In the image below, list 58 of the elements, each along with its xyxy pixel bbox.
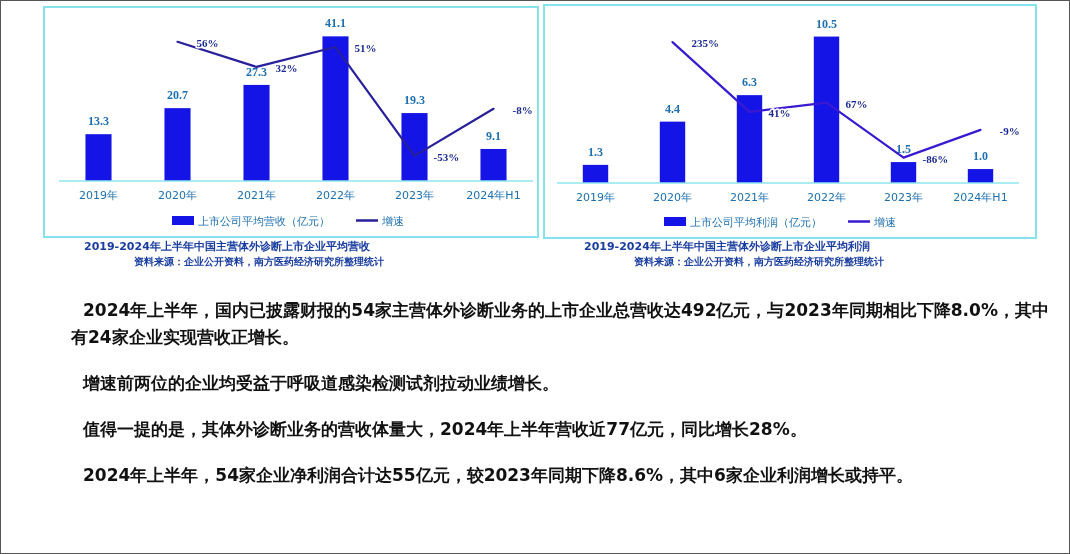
data-label: 9.1 xyxy=(486,128,501,143)
data-label: 6.3 xyxy=(742,75,757,90)
data-label: 20.7 xyxy=(167,88,188,103)
bar xyxy=(890,162,917,183)
data-label: 51% xyxy=(354,42,377,55)
data-label: 19.3 xyxy=(404,93,425,108)
bar xyxy=(967,169,994,183)
data-label: -53% xyxy=(433,150,460,163)
x-tick-label: 2024年H1 xyxy=(466,189,521,202)
data-label: 235% xyxy=(691,37,719,50)
bar xyxy=(480,148,507,181)
text: 资料来源：企业公开资料，南方医药经济研究所整理统计 xyxy=(633,255,885,268)
data-label: 1.0 xyxy=(973,149,988,164)
data-label: 56% xyxy=(196,36,219,49)
text: 2024年上半年，54家企业净利润合计达55亿元，较2023年同期下降8.6%，其中6家企业利润增长或持平。 xyxy=(82,464,914,487)
legend-label: 增速 xyxy=(873,216,896,229)
x-tick-label: 2023年 xyxy=(395,189,434,202)
bar xyxy=(322,36,349,181)
data-label: 41.1 xyxy=(325,16,346,31)
bar xyxy=(659,121,686,183)
x-tick-label: 2022年 xyxy=(316,189,355,202)
x-tick-label: 2023年 xyxy=(884,191,923,204)
x-tick-label: 2020年 xyxy=(653,191,692,204)
x-tick-label: 2022年 xyxy=(807,191,846,204)
bar xyxy=(401,113,428,181)
text: 增速前两位的企业均受益于呼吸道感染检测试剂拉动业绩增长。 xyxy=(81,372,560,395)
text: 2024年上半年，国内已披露财报的54家主营体外诊断业务的上市企业总营收达492亿元，与2023年同期相比下降8.0%，其中有24家企业实现营收正增长。 xyxy=(71,299,1050,349)
data-label: 27.3 xyxy=(246,64,267,79)
data-label: -9% xyxy=(999,124,1020,137)
bar xyxy=(582,164,609,183)
text: 2019-2024年上半年中国主营体外诊断上市企业平均利润 xyxy=(584,240,871,253)
data-label: 41% xyxy=(768,106,791,119)
text: 值得一提的是，其体外诊断业务的营收体量大，2024年上半年营收近77亿元，同比增长28%。 xyxy=(82,418,808,441)
data-label: -8% xyxy=(512,103,533,116)
bar xyxy=(85,134,112,181)
data-label: 10.5 xyxy=(816,16,837,31)
data-label: 32% xyxy=(275,61,298,74)
data-label: -86% xyxy=(922,152,949,165)
x-tick-label: 2019年 xyxy=(79,189,118,202)
text: 资料来源：企业公开资料，南方医药经济研究所整理统计 xyxy=(133,255,385,268)
legend-label: 上市公司平均利润（亿元） xyxy=(690,216,822,229)
data-label: 1.3 xyxy=(588,144,603,159)
data-label: 1.5 xyxy=(896,142,911,157)
bar xyxy=(164,108,191,181)
bar xyxy=(736,95,763,183)
x-tick-label: 2021年 xyxy=(237,189,276,202)
data-label: 4.4 xyxy=(665,101,680,116)
legend-label: 增速 xyxy=(381,215,404,228)
x-tick-label: 2019年 xyxy=(576,191,615,204)
x-tick-label: 2024年H1 xyxy=(953,191,1008,204)
text: 2019-2024年上半年中国主营体外诊断上市企业平均营收 xyxy=(84,240,371,253)
data-label: 13.3 xyxy=(88,114,109,129)
bar xyxy=(243,84,270,181)
legend-label: 上市公司平均营收（亿元） xyxy=(198,215,330,228)
bar xyxy=(813,36,840,183)
data-label: 67% xyxy=(845,97,868,110)
x-tick-label: 2021年 xyxy=(730,191,769,204)
x-tick-label: 2020年 xyxy=(158,189,197,202)
